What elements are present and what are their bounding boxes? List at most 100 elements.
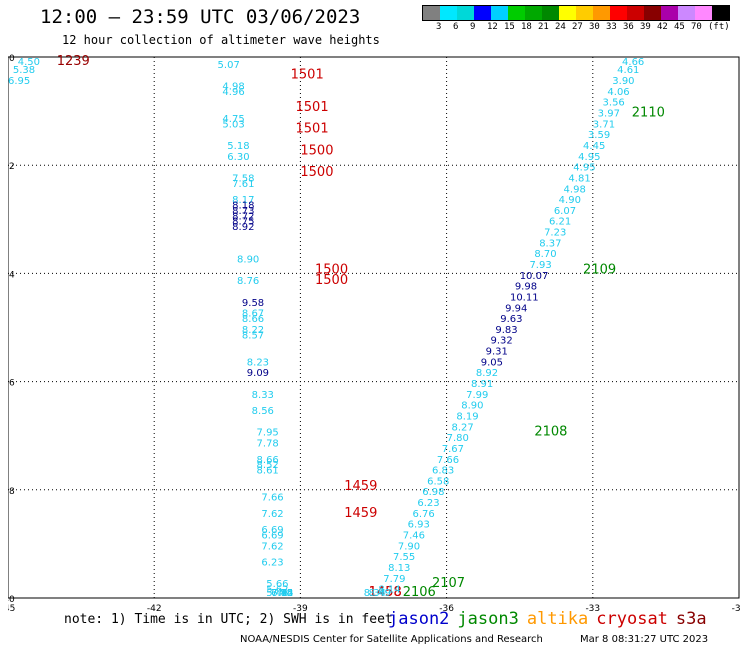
legend-label: 30 (589, 22, 600, 32)
swh-value-label: 9.58 (242, 298, 264, 309)
legend-swatch (695, 6, 712, 20)
lon-tick-label: -42 (147, 604, 162, 614)
swh-value-label: 6.69 (261, 525, 283, 536)
legend-swatch (678, 6, 695, 20)
swh-value-label: 6.76 (412, 509, 434, 520)
swh-value-label: 8.13 (388, 563, 410, 574)
swh-value-label: 8.76 (237, 276, 259, 287)
legend-swatch (474, 6, 491, 20)
swh-value-label: 9.09 (247, 368, 269, 379)
swh-value-label: 8.73 (232, 206, 254, 217)
swh-value-label: 6.83 (432, 466, 454, 477)
mission-s3a: s3a (675, 609, 707, 629)
legend-swatch (712, 6, 729, 20)
swh-value-label: 7.46 (403, 530, 425, 541)
legend-label: 27 (572, 22, 583, 32)
swh-value-label: 7.61 (232, 179, 254, 190)
map-title: 12:00 — 23:59 UTC 03/06/2023 (40, 6, 361, 28)
swh-value-label: 8.67 (242, 309, 264, 320)
swh-value-label: 7.80 (447, 433, 469, 444)
swh-value-label: 4.45 (583, 141, 605, 152)
color-legend: 3 6 9 12 15 18 21 24 27 30 33 36 39 42 45 70 (ft) (422, 5, 730, 34)
swh-value-label: 3.90 (612, 76, 634, 87)
swh-value-label: 6.98 (422, 487, 444, 498)
legend-swatch (644, 6, 661, 20)
mission-jason2: jason2 (388, 609, 450, 629)
swh-value-label: 4.61 (617, 65, 639, 76)
lat-tick-label: -36 (8, 379, 15, 389)
swh-value-label: 4.66 (622, 57, 644, 68)
swh-value-label: 8.17 (232, 195, 254, 206)
swh-value-label: 7.79 (383, 574, 405, 585)
pass-time-label: 1501 (296, 122, 329, 137)
legend-label: 21 (538, 22, 549, 32)
swh-value-label: 8.57 (242, 330, 264, 341)
swh-value-label: 9.83 (495, 325, 517, 336)
legend-label: 70 (691, 22, 702, 32)
mission-cryosat: cryosat (596, 609, 668, 629)
swh-value-label: 7.74 (271, 588, 293, 599)
swh-value-label: 7.93 (529, 260, 551, 271)
swh-value-label: 7.67 (442, 444, 464, 455)
swh-value-label: 7.55 (393, 552, 415, 563)
map-frame (8, 56, 740, 599)
swh-value-label: 6.23 (261, 558, 283, 569)
swh-value-label: 3.56 (603, 98, 625, 109)
pass-time-label: 2109 (583, 262, 616, 277)
swh-value-label: 6.23 (417, 498, 439, 509)
legend-swatch (627, 6, 644, 20)
legend-label: 39 (640, 22, 651, 32)
swh-value-label: 3.97 (598, 109, 620, 120)
pass-time-label: 1458 (369, 585, 402, 600)
lat-tick-label: -32 (8, 162, 15, 172)
swh-value-label: 7.95 (271, 588, 293, 599)
swh-value-label: 5.18 (227, 141, 249, 152)
pass-time-label: 1239 (57, 54, 90, 69)
legend-label: 33 (606, 22, 617, 32)
swh-value-label: 4.95 (573, 163, 595, 174)
legend-label: 18 (521, 22, 532, 32)
swh-value-label: 4.98 (564, 184, 586, 195)
legend-swatch (661, 6, 678, 20)
legend-label: 12 (487, 22, 498, 32)
map-subtitle: 12 hour collection of altimeter wave hei… (62, 33, 380, 47)
mission-jason3: jason3 (457, 609, 519, 629)
swh-value-label: 8.49 (369, 588, 391, 599)
pass-time-label: 1500 (315, 273, 348, 288)
swh-value-label: 7.23 (544, 228, 566, 239)
legend-swatch (542, 6, 559, 20)
wave-height-map: -45 -42 -39 -36 -33 -30 -30 -32 -34 -36 -38 -40 4.50… (8, 54, 740, 614)
swh-value-label: 3.71 (593, 119, 615, 130)
swh-value-label: 9.63 (500, 314, 522, 325)
swh-value-label: 6.69 (261, 530, 283, 541)
credit-line: NOAA/NESDIS Center for Satellite Applica… (240, 634, 543, 645)
lon-tick-label: -36 (439, 604, 454, 614)
legend-label: 24 (555, 22, 566, 32)
lon-tick-label: -33 (585, 604, 600, 614)
swh-value-label: 8.66 (257, 455, 279, 466)
legend-swatch (559, 6, 576, 20)
legend-label: 36 (623, 22, 634, 32)
swh-value-label: 8.14 (378, 585, 400, 596)
swh-value-label: 7.44 (271, 588, 293, 599)
swh-value-label: 6.82 (271, 588, 293, 599)
legend-swatch (525, 6, 542, 20)
swh-value-label: 9.05 (481, 357, 503, 368)
legend-label: 6 (453, 22, 459, 32)
swh-value-label: 8.18 (232, 200, 254, 211)
legend-swatch (491, 6, 508, 20)
lat-tick-label: -38 (8, 487, 15, 497)
legend-swatch (423, 6, 440, 20)
pass-time-label: 1500 (300, 165, 333, 180)
pass-time-label: 2107 (432, 576, 465, 591)
swh-value-label: 5.62 (266, 585, 288, 596)
legend-swatch (593, 6, 610, 20)
swh-value-label: 7.66 (261, 493, 283, 504)
swh-value-label: 4.90 (559, 195, 581, 206)
swh-value-label: 10.11 (510, 292, 539, 303)
swh-value-label: 10.07 (520, 271, 549, 282)
swh-value-label: 6.21 (549, 217, 571, 228)
swh-value-label: 8.19 (456, 411, 478, 422)
swh-value-label: 8.90 (237, 255, 259, 266)
pass-time-label: 1500 (315, 262, 348, 277)
